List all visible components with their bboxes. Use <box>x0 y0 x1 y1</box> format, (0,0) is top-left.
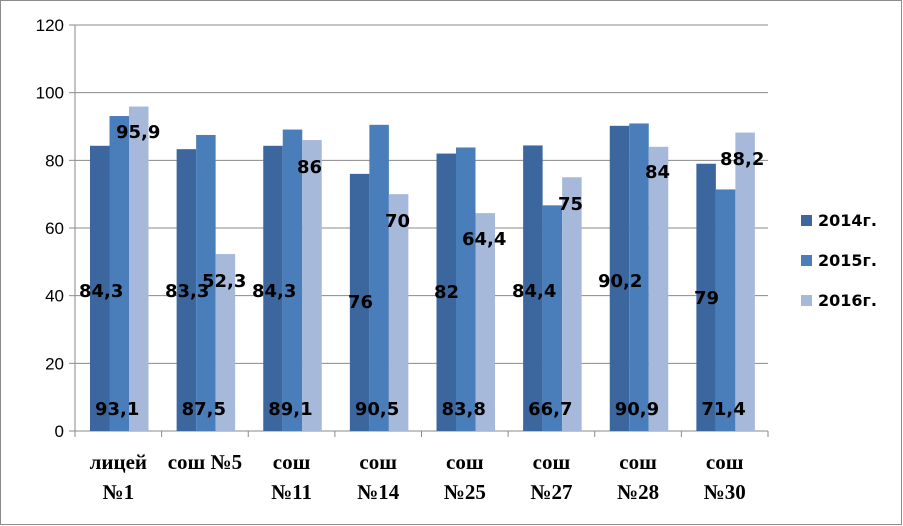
data-label: 83,8 <box>442 399 486 420</box>
data-label: 95,9 <box>116 122 160 143</box>
data-label: 84,4 <box>512 281 556 302</box>
x-category-label: №1 <box>103 480 135 504</box>
bar <box>109 116 129 432</box>
legend-label: 2015г. <box>818 251 877 270</box>
bar <box>349 173 370 431</box>
bar <box>542 205 563 431</box>
x-axis-labels: лицей №1 сош №5 сош №11 сош №14 сош №25 сош №27 сош… <box>90 450 746 504</box>
y-tick-label: 20 <box>45 354 64 373</box>
data-label: 90,5 <box>355 399 399 420</box>
y-axis-ticks: 0 20 40 60 80 100 120 <box>36 16 64 441</box>
y-tick-label: 40 <box>45 287 64 306</box>
x-category-label: сош <box>273 450 311 474</box>
bar <box>715 189 736 431</box>
data-label: 82 <box>434 282 459 303</box>
data-label: 84,3 <box>79 281 123 302</box>
bar <box>369 124 389 431</box>
bar <box>90 145 110 431</box>
data-label: 84 <box>645 162 670 183</box>
bar <box>388 194 409 431</box>
legend-label: 2014г. <box>818 211 877 230</box>
data-label: 71,4 <box>701 399 745 420</box>
x-category-label: сош <box>359 450 397 474</box>
data-label: 86 <box>297 157 322 178</box>
bar <box>629 123 649 431</box>
data-label: 90,9 <box>615 399 659 420</box>
data-label: 70 <box>385 211 410 232</box>
data-label: 83,3 <box>165 281 209 302</box>
data-labels: 84,3 93,1 95,9 83,3 87,5 52,3 84,3 89,1 86 76 90,5… <box>79 122 764 420</box>
y-tick-label: 0 <box>55 422 64 441</box>
data-label: 64,4 <box>462 229 506 250</box>
data-label: 90,2 <box>598 271 642 292</box>
data-label: 84,3 <box>252 281 296 302</box>
x-category-label: №30 <box>704 480 746 504</box>
data-label: 66,7 <box>528 399 572 420</box>
x-category-label: сош <box>533 450 571 474</box>
data-label: 87,5 <box>182 399 226 420</box>
bar <box>176 149 197 431</box>
x-category-label: №27 <box>530 480 572 504</box>
x-category-label: №14 <box>357 480 400 504</box>
bar <box>735 132 755 431</box>
legend-swatch <box>801 215 812 226</box>
x-category-label: №28 <box>617 480 659 504</box>
y-tick-label: 60 <box>45 219 64 238</box>
x-category-label: лицей <box>90 450 147 474</box>
bar <box>696 163 716 431</box>
x-category-label: №11 <box>271 480 312 504</box>
bars <box>90 106 755 432</box>
data-label: 75 <box>558 194 583 215</box>
x-category-label: сош <box>706 450 744 474</box>
bar <box>282 129 303 432</box>
bar <box>475 213 495 431</box>
bar <box>609 125 630 431</box>
y-tick-label: 120 <box>36 16 64 35</box>
y-tick-label: 80 <box>45 151 64 170</box>
bar <box>302 140 322 432</box>
data-label: 79 <box>694 288 719 309</box>
bar <box>456 147 476 431</box>
data-label: 93,1 <box>95 399 139 420</box>
bar <box>196 134 216 432</box>
bar <box>436 153 456 432</box>
data-label: 76 <box>348 292 373 313</box>
bar <box>523 145 543 432</box>
bar <box>648 146 669 432</box>
bar <box>562 177 582 431</box>
x-category-label: сош №5 <box>168 450 242 474</box>
legend-swatch <box>801 255 812 266</box>
data-label: 89,1 <box>268 399 312 420</box>
x-category-label: сош <box>446 450 484 474</box>
bar <box>263 145 283 431</box>
bar <box>215 254 236 431</box>
x-category-label: сош <box>619 450 657 474</box>
y-tick-label: 100 <box>36 84 64 103</box>
data-label: 52,3 <box>202 271 246 292</box>
legend-label: 2016г. <box>818 291 877 310</box>
legend-swatch <box>801 295 812 306</box>
bar <box>129 106 149 431</box>
data-label: 88,2 <box>720 149 764 170</box>
legend: 2014г. 2015г. 2016г. <box>801 211 877 310</box>
x-category-label: №25 <box>444 480 486 504</box>
